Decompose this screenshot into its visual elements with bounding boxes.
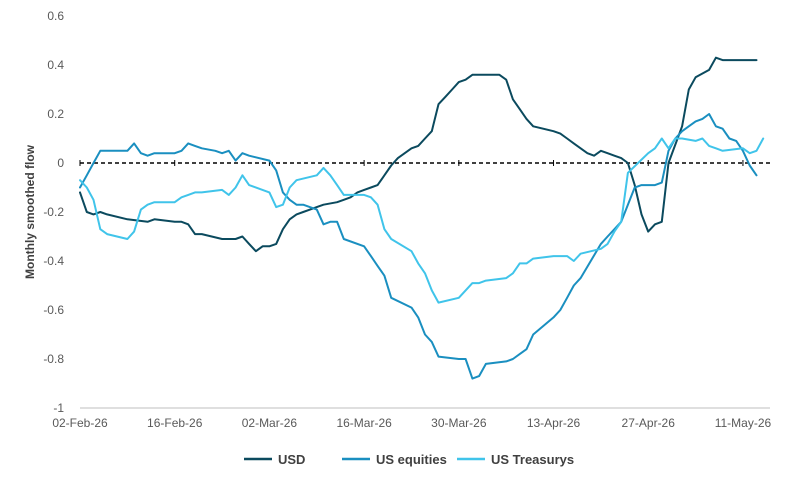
series-line-us-equities xyxy=(79,113,758,380)
y-tick-label: 0 xyxy=(57,156,64,170)
y-axis: -1 -0.8 -0.6 -0.4 -0.2 0 0.2 0.4 0.6 xyxy=(43,9,64,415)
x-tick-label: 16-Feb-26 xyxy=(147,416,203,430)
series-line-us-treasurys xyxy=(79,137,765,304)
y-axis-label: Monthly smoothed flow xyxy=(23,144,37,279)
x-tick-label: 02-Mar-26 xyxy=(242,416,298,430)
y-tick-label: 0.4 xyxy=(47,58,64,72)
series-group xyxy=(79,56,765,380)
y-tick-label: -0.2 xyxy=(43,205,64,219)
legend: USD US equities US Treasurys xyxy=(244,452,574,467)
y-tick-label: -0.4 xyxy=(43,254,64,268)
x-tick-label: 02-Feb-26 xyxy=(52,416,108,430)
series-line-usd xyxy=(79,56,758,253)
y-tick-label: 0.6 xyxy=(47,9,64,23)
x-tick-label: 27-Apr-26 xyxy=(622,416,676,430)
legend-label-us-equities: US equities xyxy=(376,452,447,467)
y-tick-label: -0.8 xyxy=(43,352,64,366)
legend-label-usd: USD xyxy=(278,452,305,467)
y-tick-label: 0.2 xyxy=(47,107,64,121)
y-tick-label: -0.6 xyxy=(43,303,64,317)
x-tick-label: 30-Mar-26 xyxy=(431,416,487,430)
x-tick-label: 11-May-26 xyxy=(715,416,772,430)
x-tick-label: 13-Apr-26 xyxy=(527,416,581,430)
x-axis: 02-Feb-26 16-Feb-26 02-Mar-26 16-Mar-26 30-M… xyxy=(52,160,771,430)
y-tick-label: -1 xyxy=(53,401,64,415)
legend-label-us-treasurys: US Treasurys xyxy=(491,452,574,467)
x-tick-label: 16-Mar-26 xyxy=(336,416,392,430)
